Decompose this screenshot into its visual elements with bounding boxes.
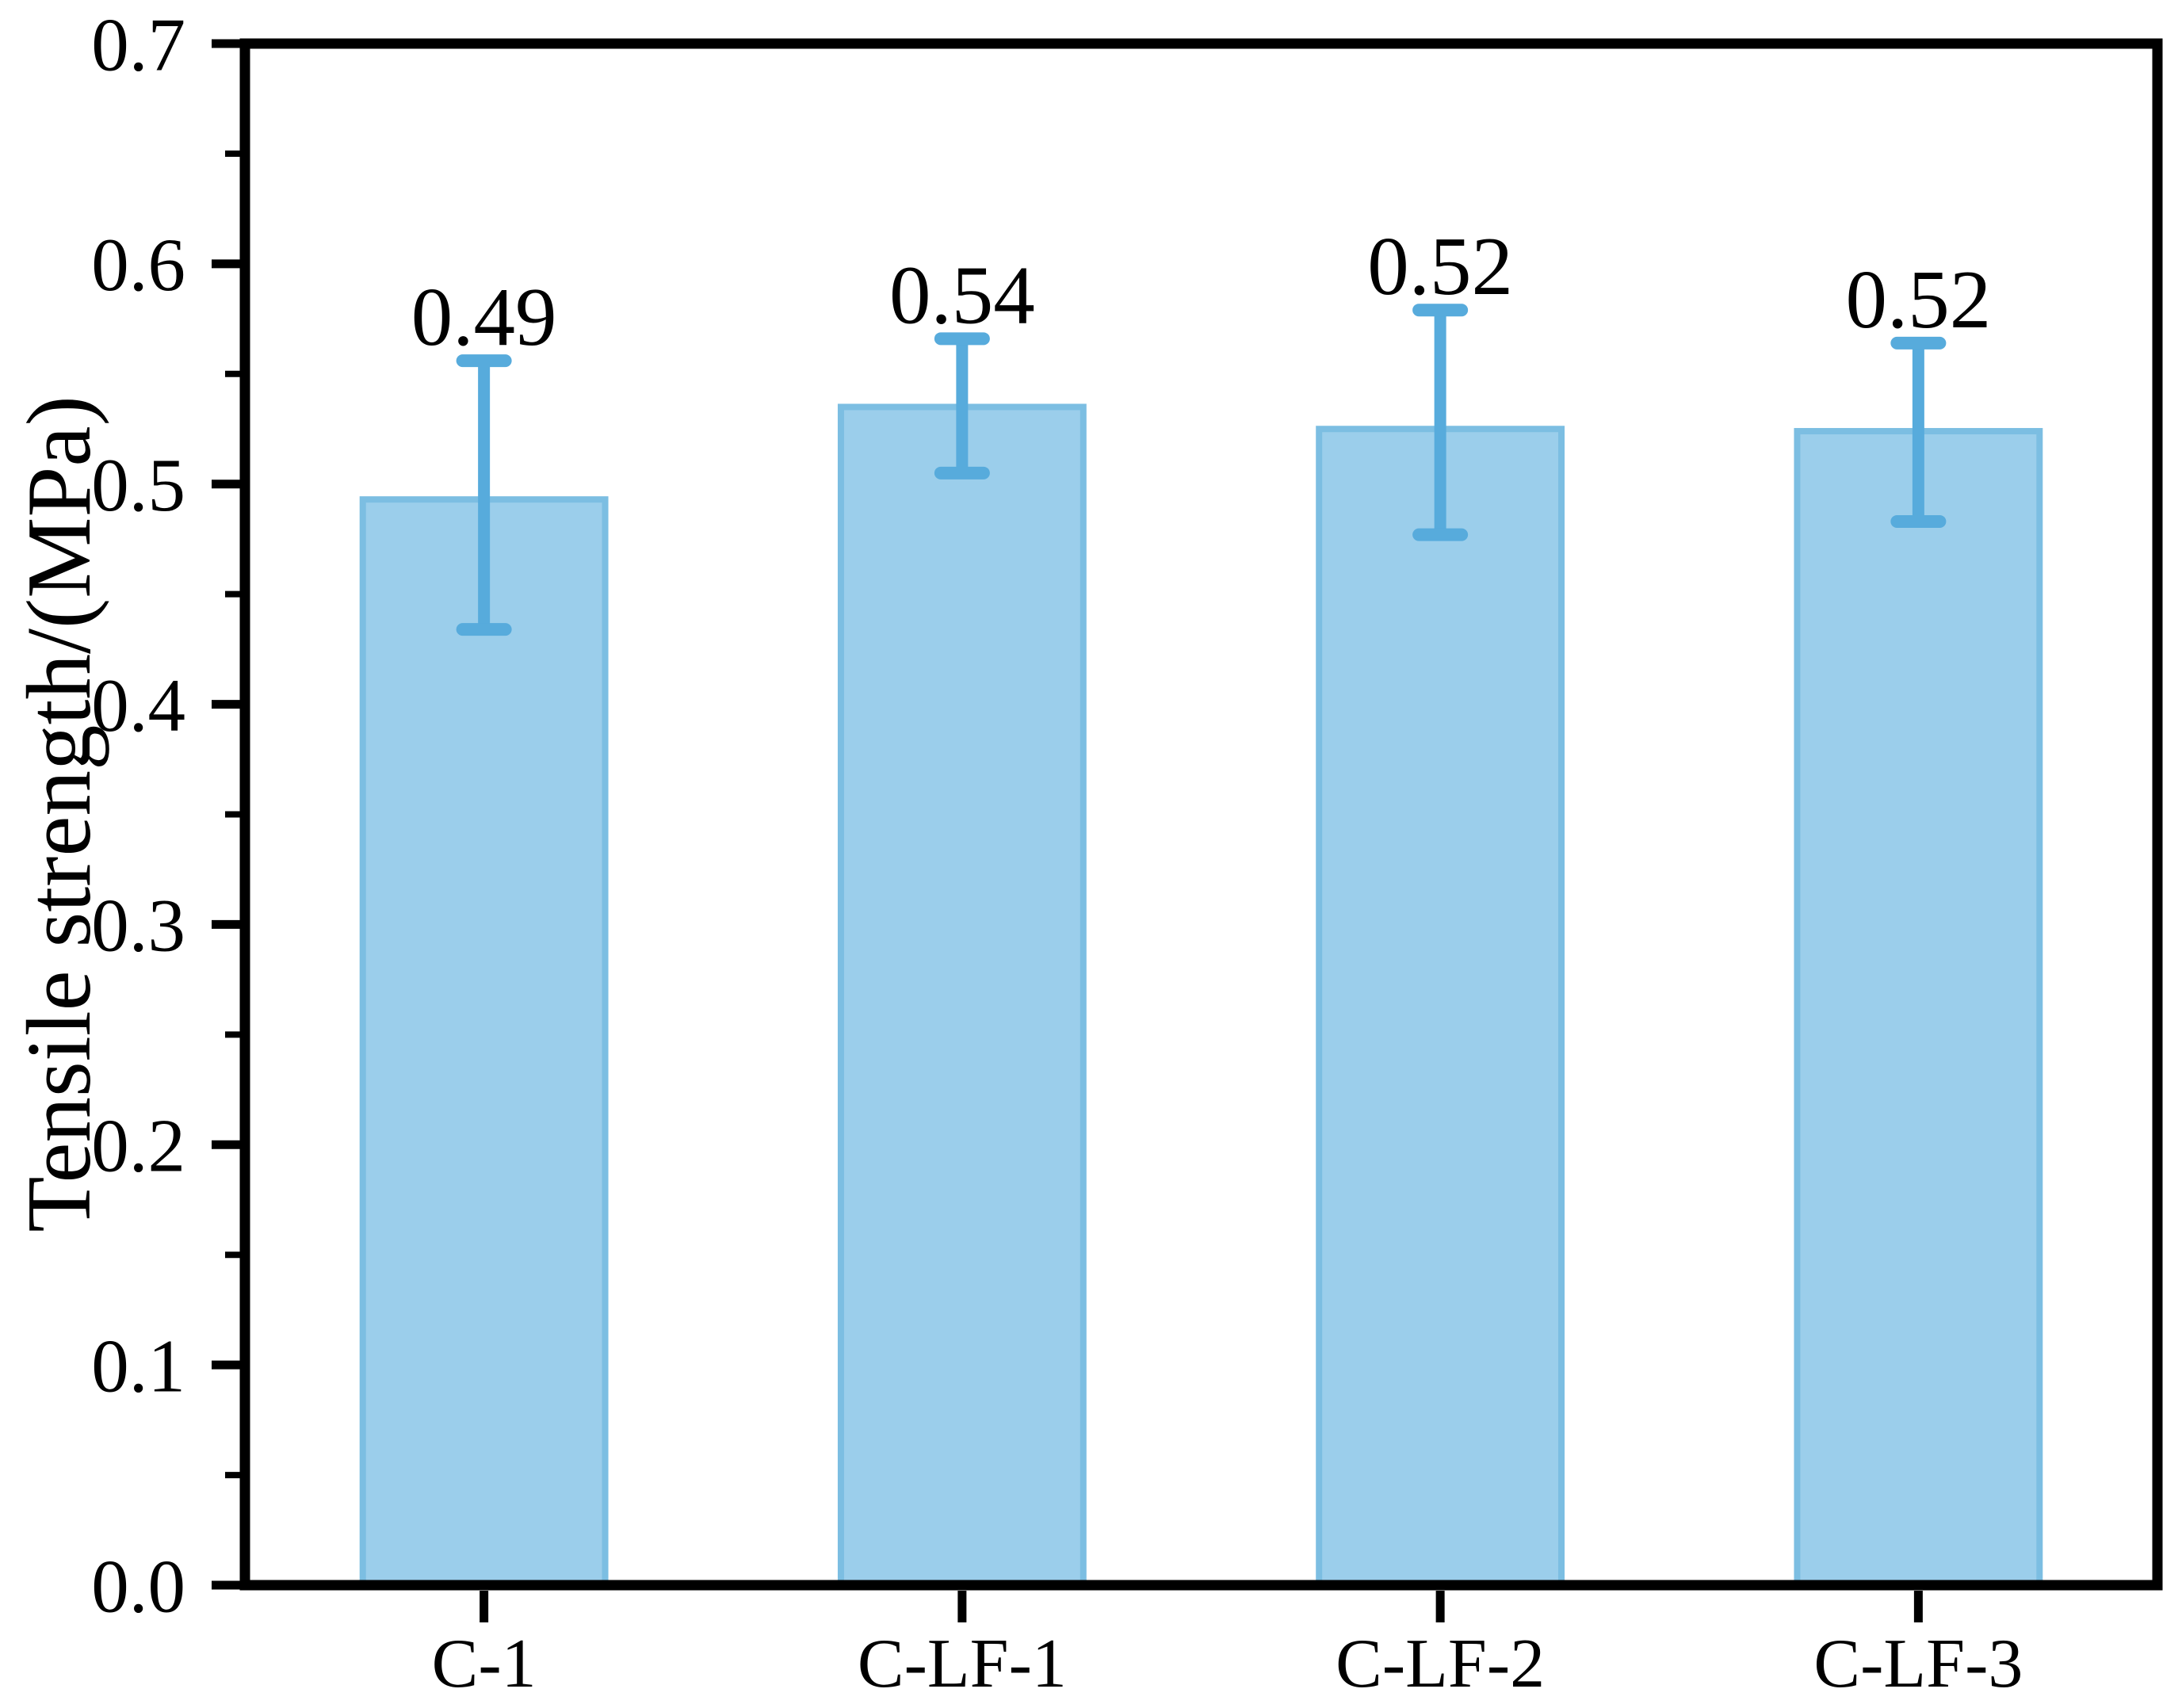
bar: [1794, 428, 2043, 1588]
bar-value-label: 0.52: [1367, 220, 1513, 312]
plot-border: [239, 38, 2163, 1591]
y-tick-label: 0.1: [91, 1324, 185, 1408]
bar-value-label: 0.49: [411, 270, 557, 363]
y-tick-label: 0.7: [91, 2, 185, 86]
y-tick-label: 0.4: [91, 663, 185, 747]
bar: [359, 496, 609, 1588]
x-category-label: C-LF-3: [1813, 1626, 2023, 1702]
bar-value-label: 0.52: [1846, 253, 1992, 346]
bar: [1316, 426, 1565, 1588]
y-tick-label: 0.6: [91, 223, 185, 307]
x-category-label: C-LF-2: [1336, 1626, 1545, 1702]
y-tick-label: 0.0: [91, 1544, 185, 1628]
y-tick-label: 0.3: [91, 884, 185, 968]
bar: [837, 403, 1087, 1589]
x-category-label: C-LF-1: [858, 1626, 1067, 1702]
x-category-label: C-1: [432, 1626, 537, 1702]
y-tick-label: 0.5: [91, 443, 185, 527]
y-axis-label: Tensile strength/(MPa): [9, 395, 109, 1232]
y-tick-label: 0.2: [91, 1104, 185, 1188]
bar-value-label: 0.54: [889, 248, 1035, 341]
